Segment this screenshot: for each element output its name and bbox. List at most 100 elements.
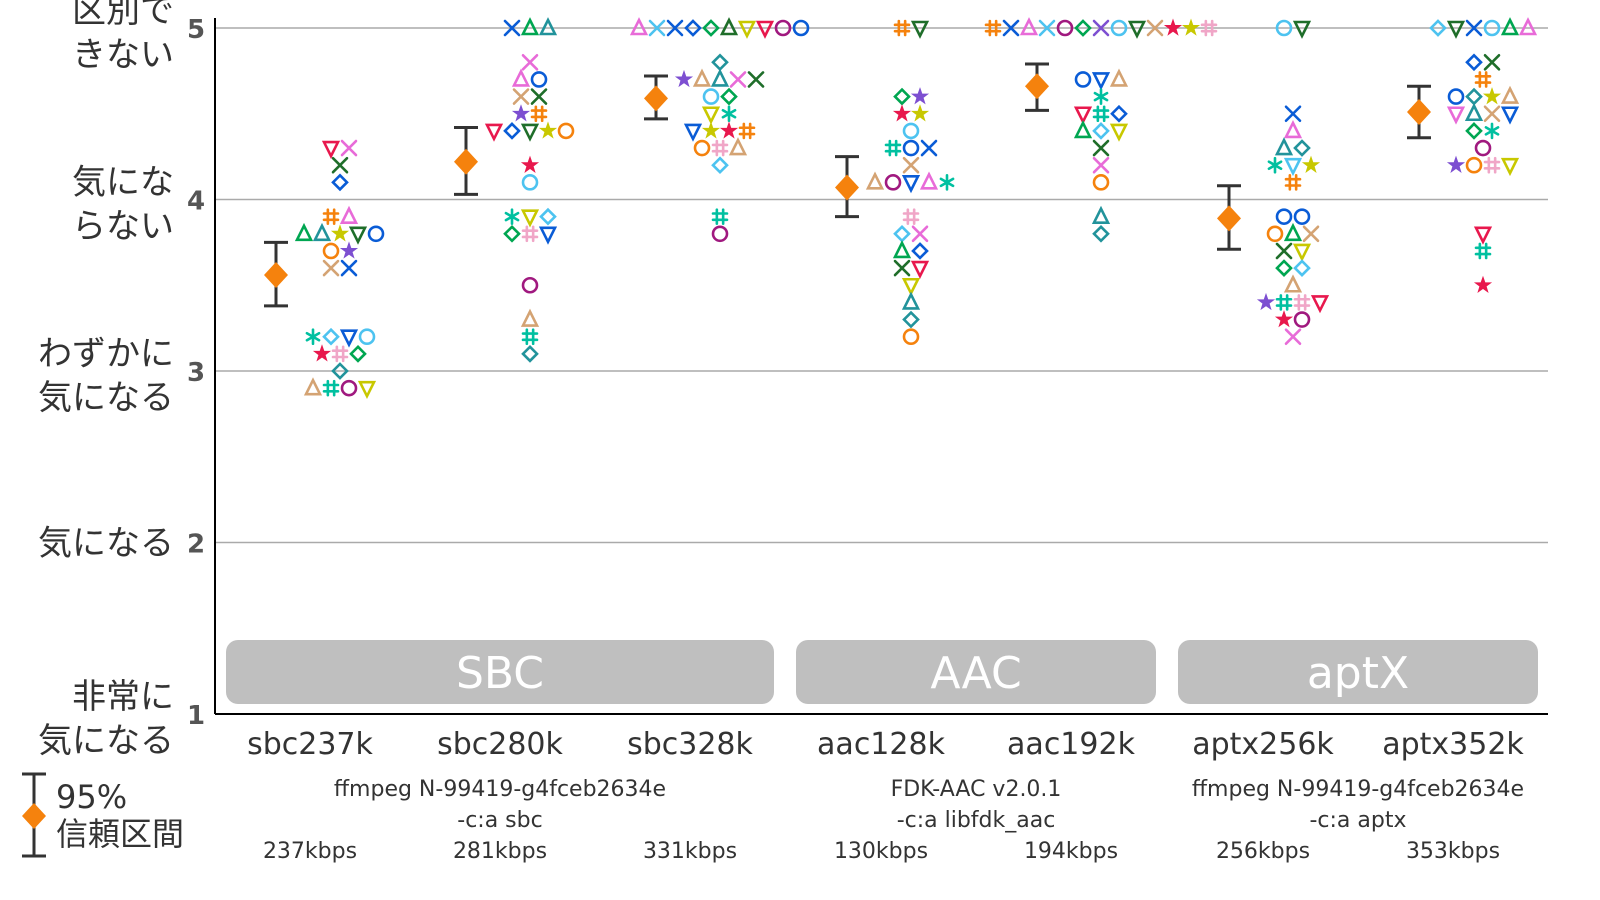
listener-point — [1283, 157, 1303, 177]
listener-point — [539, 207, 557, 226]
listener-point — [305, 328, 321, 345]
listener-point — [1110, 19, 1128, 37]
listener-points — [294, 17, 1538, 400]
listener-point — [1302, 225, 1320, 243]
y-tick-description: 気になる — [38, 524, 174, 564]
y-tick-number: 1 — [187, 701, 205, 731]
listener-point — [322, 259, 340, 277]
y-tick-description: 気になる — [38, 721, 174, 761]
listener-point — [1275, 19, 1293, 37]
ci-legend: 95%信頼区間 — [22, 772, 184, 858]
listener-point — [1284, 174, 1302, 191]
listener-point — [322, 379, 340, 397]
bitrate-label: 130kbps — [834, 839, 928, 864]
listener-point — [1293, 259, 1311, 277]
listener-point — [910, 104, 930, 122]
listener-point — [348, 226, 368, 245]
listener-point — [1074, 71, 1092, 88]
listener-point — [939, 174, 955, 191]
listener-point — [1465, 19, 1483, 37]
listener-point — [521, 276, 539, 294]
listener-point — [719, 17, 739, 36]
listener-point — [674, 69, 694, 88]
listener-point — [331, 173, 349, 192]
listener-point — [902, 328, 920, 346]
group-label: aptX — [1307, 648, 1409, 699]
listener-point — [331, 345, 349, 363]
listener-point — [683, 123, 703, 142]
listener-point — [521, 345, 539, 363]
listener-point — [1283, 222, 1303, 242]
listener-point — [1483, 156, 1501, 174]
listener-point — [1292, 243, 1312, 262]
listener-point — [1284, 105, 1302, 123]
listener-point — [1518, 17, 1538, 36]
listener-point — [512, 88, 530, 105]
encoder-line: ffmpeg N-99419-g4fceb2634e — [1192, 777, 1524, 802]
listener-point — [1500, 17, 1520, 36]
listener-point — [1473, 275, 1493, 293]
listener-point — [1447, 88, 1465, 105]
listener-point — [1483, 19, 1501, 37]
group-bar — [796, 640, 1156, 704]
listener-point — [1284, 328, 1302, 345]
listener-point — [884, 174, 902, 191]
listener-point — [538, 121, 558, 139]
listener-point — [521, 225, 539, 243]
listener-point — [1073, 106, 1093, 125]
listener-point — [1092, 224, 1110, 243]
listener-point — [511, 68, 531, 87]
encoder-line: -c:a libfdk_aac — [897, 808, 1056, 833]
listener-point — [1038, 19, 1056, 37]
listener-point — [629, 17, 649, 36]
mean-marker — [644, 85, 668, 112]
listener-point — [349, 345, 367, 363]
listener-point — [520, 17, 540, 36]
listener-point — [322, 242, 340, 260]
listener-point — [702, 88, 720, 105]
listener-point — [503, 19, 521, 37]
listener-point — [1110, 104, 1128, 123]
listener-point — [720, 87, 738, 106]
listener-point — [504, 208, 520, 225]
listener-point — [693, 139, 711, 157]
listener-point — [902, 139, 920, 157]
x-axis-tick-labels: sbc237k sbc280k sbc328k aac128k aac192k aptx2… — [247, 727, 1524, 762]
y-tick-description: 区別で — [72, 0, 174, 31]
listener-point — [701, 121, 721, 139]
listener-point — [1092, 105, 1110, 123]
listener-point — [893, 259, 911, 277]
y-tick-description: 気にな — [72, 163, 174, 203]
encoder-line: ffmpeg N-99419-g4fceb2634e — [334, 777, 666, 802]
listener-point — [902, 208, 920, 225]
listener-point — [648, 19, 666, 37]
listener-point — [1500, 85, 1520, 104]
listener-point — [711, 208, 729, 225]
y-tick-number: 5 — [187, 15, 205, 45]
listener-point — [520, 155, 540, 173]
listener-point — [1301, 155, 1321, 173]
group-label: AAC — [930, 648, 1021, 699]
y-tick-description: 非常に — [72, 677, 174, 717]
listener-point — [1146, 19, 1164, 37]
listener-point — [711, 53, 729, 72]
legend-mean-marker — [22, 803, 46, 829]
listener-point — [312, 222, 332, 242]
y-tick-number: 4 — [187, 187, 205, 217]
listener-point — [503, 224, 521, 243]
listener-point — [984, 19, 1002, 37]
listener-point — [747, 71, 765, 88]
listener-point — [901, 175, 921, 194]
listener-point — [1200, 19, 1218, 37]
listener-point — [1274, 137, 1294, 156]
listener-point — [1074, 19, 1092, 37]
bitrate-label: 256kbps — [1216, 839, 1310, 864]
listener-point — [1109, 123, 1129, 142]
listener-point — [902, 156, 920, 174]
listener-point — [1500, 157, 1520, 177]
listener-point — [1474, 139, 1492, 157]
listener-point — [322, 327, 340, 346]
listener-point — [340, 259, 358, 277]
bitrate-label: 194kbps — [1024, 839, 1118, 864]
listener-point — [1293, 208, 1311, 225]
